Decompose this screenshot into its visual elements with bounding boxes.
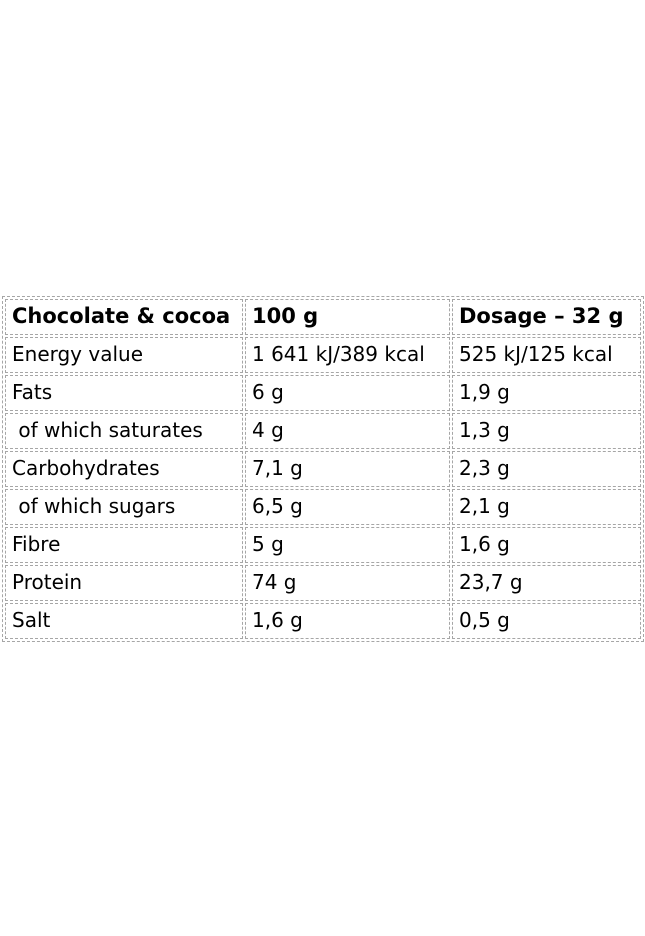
table-row: of which saturates 4 g 1,3 g — [5, 413, 641, 449]
nutrient-label: of which saturates — [5, 413, 243, 449]
dosage-value: 525 kJ/125 kcal — [452, 337, 641, 373]
table-row: Energy value 1 641 kJ/389 kcal 525 kJ/12… — [5, 337, 641, 373]
table-row: Fibre 5 g 1,6 g — [5, 527, 641, 563]
dosage-value: 1,6 g — [452, 527, 641, 563]
nutrient-label: Fibre — [5, 527, 243, 563]
dosage-value: 2,1 g — [452, 489, 641, 525]
header-per-100g: 100 g — [245, 299, 450, 335]
dosage-value: 0,5 g — [452, 603, 641, 639]
per-100g-value: 74 g — [245, 565, 450, 601]
per-100g-value: 5 g — [245, 527, 450, 563]
per-100g-value: 1 641 kJ/389 kcal — [245, 337, 450, 373]
nutrient-label: of which sugars — [5, 489, 243, 525]
per-100g-value: 4 g — [245, 413, 450, 449]
nutrient-label: Carbohydrates — [5, 451, 243, 487]
nutrition-table-container: Chocolate & cocoa 100 g Dosage – 32 g En… — [2, 296, 644, 642]
per-100g-value: 7,1 g — [245, 451, 450, 487]
header-nutrient: Chocolate & cocoa — [5, 299, 243, 335]
dosage-value: 1,3 g — [452, 413, 641, 449]
table-row: Salt 1,6 g 0,5 g — [5, 603, 641, 639]
nutrient-label: Energy value — [5, 337, 243, 373]
nutrient-label: Fats — [5, 375, 243, 411]
per-100g-value: 6,5 g — [245, 489, 450, 525]
nutrition-table: Chocolate & cocoa 100 g Dosage – 32 g En… — [2, 296, 644, 642]
per-100g-value: 1,6 g — [245, 603, 450, 639]
dosage-value: 2,3 g — [452, 451, 641, 487]
per-100g-value: 6 g — [245, 375, 450, 411]
table-row: Carbohydrates 7,1 g 2,3 g — [5, 451, 641, 487]
header-dosage: Dosage – 32 g — [452, 299, 641, 335]
table-row: of which sugars 6,5 g 2,1 g — [5, 489, 641, 525]
table-row: Protein 74 g 23,7 g — [5, 565, 641, 601]
table-row: Fats 6 g 1,9 g — [5, 375, 641, 411]
dosage-value: 23,7 g — [452, 565, 641, 601]
table-header-row: Chocolate & cocoa 100 g Dosage – 32 g — [5, 299, 641, 335]
nutrient-label: Protein — [5, 565, 243, 601]
dosage-value: 1,9 g — [452, 375, 641, 411]
nutrient-label: Salt — [5, 603, 243, 639]
